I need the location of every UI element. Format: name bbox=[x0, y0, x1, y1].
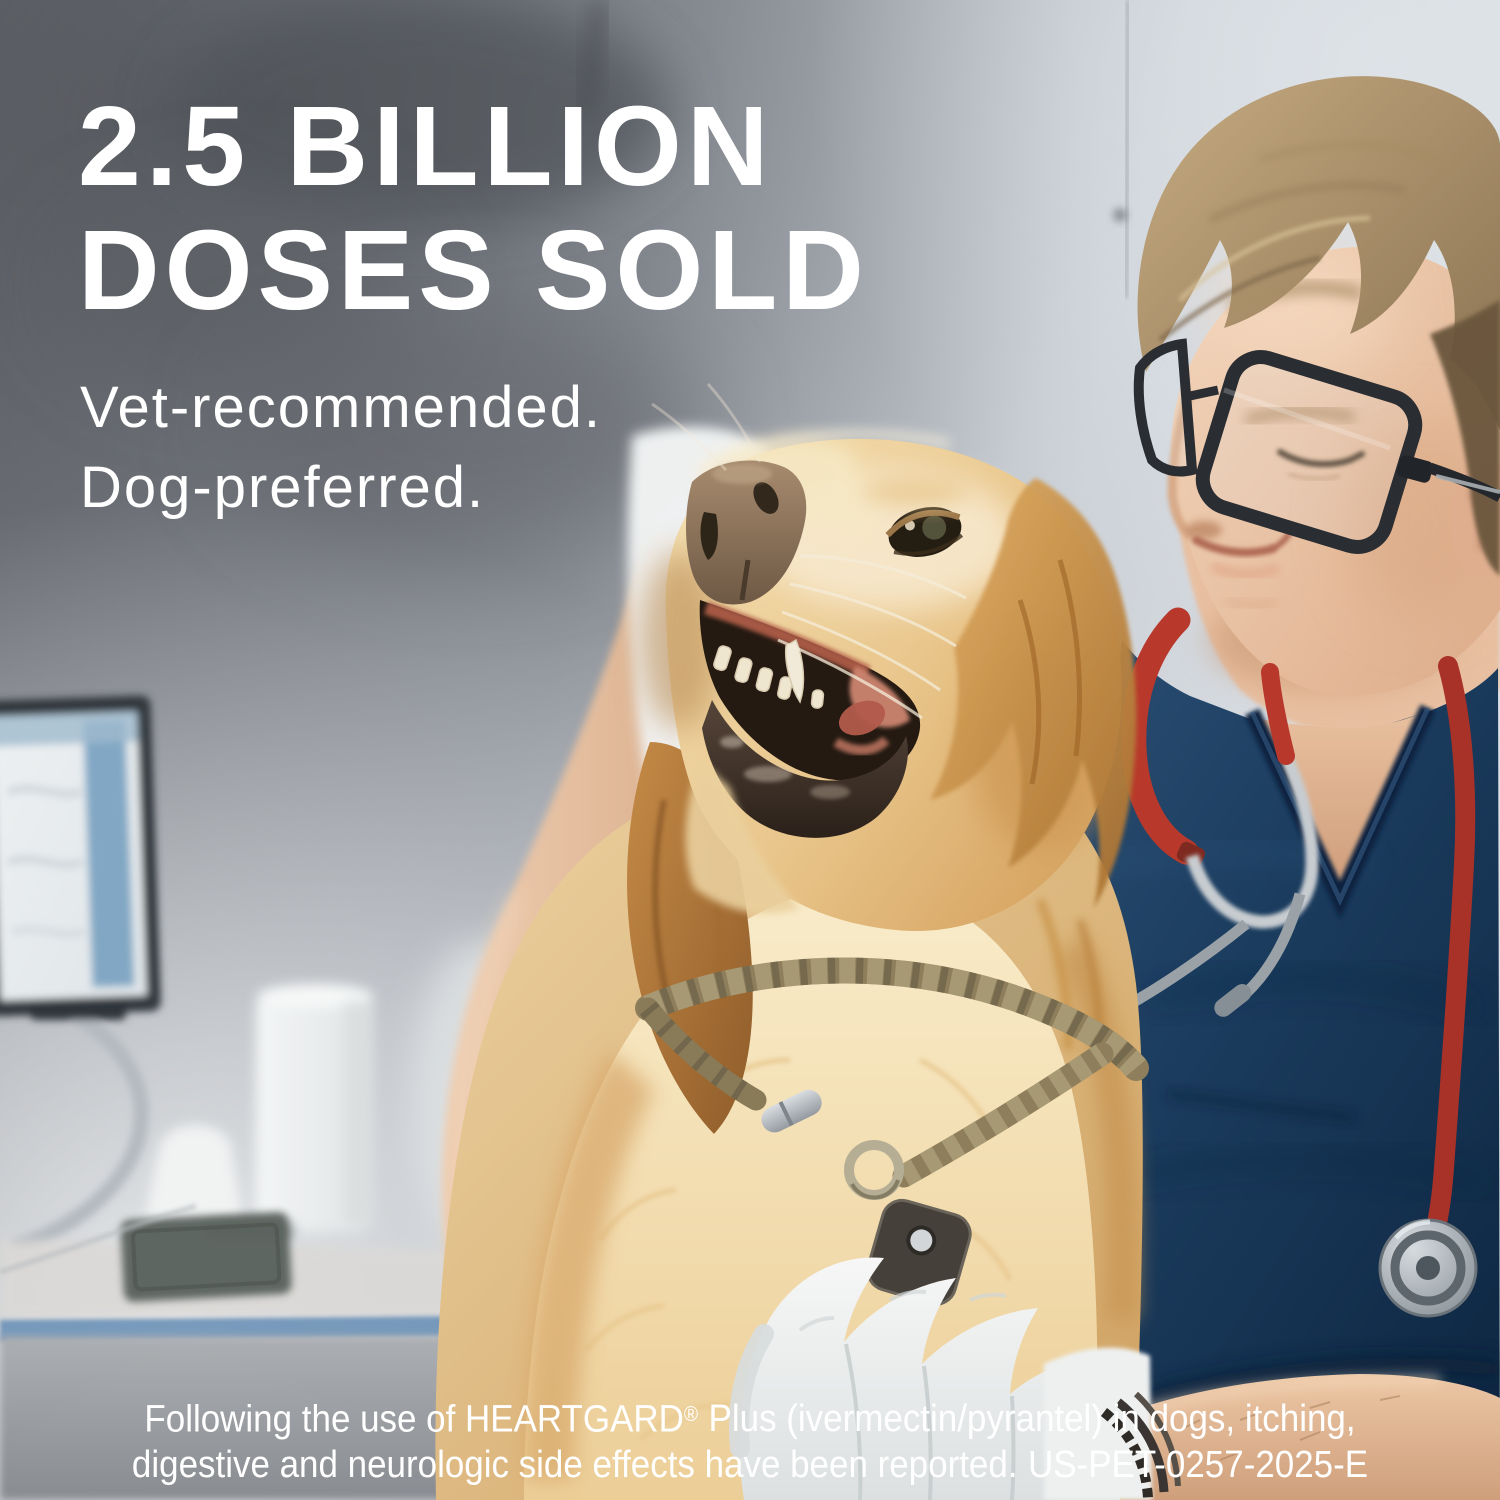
nose bbox=[1167, 390, 1195, 540]
stethoscope-eartip bbox=[1214, 983, 1252, 1017]
safety-disclaimer: Following the use of HEARTGARD® Plus (ive… bbox=[0, 1392, 1500, 1488]
disclaimer-line2-text: digestive and neurologic side effects ha… bbox=[131, 1444, 1018, 1487]
dog-head bbox=[640, 382, 1137, 1067]
disclaimer-line2: digestive and neurologic side effects ha… bbox=[60, 1442, 1440, 1488]
headline-line2: DOSES SOLD bbox=[78, 207, 869, 333]
glasses-lens bbox=[1195, 350, 1423, 554]
exam-table bbox=[0, 1203, 520, 1500]
smiling-mouth bbox=[1192, 536, 1276, 557]
headline: 2.5 BILLION DOSES SOLD bbox=[78, 84, 869, 332]
stethoscope bbox=[1078, 607, 1478, 1318]
collar-clasp bbox=[761, 1089, 822, 1133]
dog-collar bbox=[635, 957, 1149, 1306]
dog-tongue bbox=[838, 700, 886, 736]
golden-retriever bbox=[435, 382, 1149, 1500]
dog-nostril bbox=[700, 512, 718, 560]
registered-trademark-symbol: ® bbox=[683, 1403, 699, 1426]
glasses bbox=[1133, 338, 1500, 554]
iv-pole bbox=[1077, 0, 1130, 548]
dog-right-ear bbox=[930, 478, 1137, 908]
medical-monitor bbox=[0, 695, 161, 1256]
collar-id-tag bbox=[866, 1198, 972, 1306]
tagline-line2: Dog-preferred. bbox=[80, 455, 486, 520]
approval-code: US-PET-0257-2025-E bbox=[1028, 1444, 1369, 1487]
closed-eye bbox=[1277, 449, 1365, 468]
ceiling-light-blur bbox=[70, 0, 700, 550]
eyebrow bbox=[1244, 405, 1356, 426]
bracelets bbox=[1100, 1391, 1181, 1499]
headline-line1: 2.5 BILLION bbox=[78, 83, 774, 209]
disclaimer-line1-prefix: Following the use of HEARTGARD bbox=[144, 1398, 684, 1441]
vet-hair bbox=[1137, 76, 1500, 576]
dog-teeth bbox=[713, 638, 825, 709]
disclaimer-line1-rest: Plus (ivermectin/pyrantel) in dogs, itch… bbox=[708, 1398, 1356, 1441]
dog-nostril bbox=[753, 482, 779, 514]
tagline-line1: Vet-recommended. bbox=[80, 375, 603, 440]
dog-whiskers bbox=[651, 382, 967, 720]
collar-ring bbox=[844, 1140, 904, 1200]
disclaimer-line1: Following the use of HEARTGARD® Plus (ive… bbox=[60, 1392, 1440, 1442]
stethoscope-chestpiece bbox=[1378, 1218, 1478, 1318]
v-neck-chest bbox=[1256, 712, 1424, 892]
tagline: Vet-recommended. Dog-preferred. bbox=[80, 368, 602, 528]
gloved-hand-holding-chest bbox=[729, 1257, 1152, 1500]
table-mat bbox=[120, 1212, 292, 1302]
dog-eye bbox=[885, 507, 964, 557]
dog-lower-lip bbox=[702, 700, 908, 838]
